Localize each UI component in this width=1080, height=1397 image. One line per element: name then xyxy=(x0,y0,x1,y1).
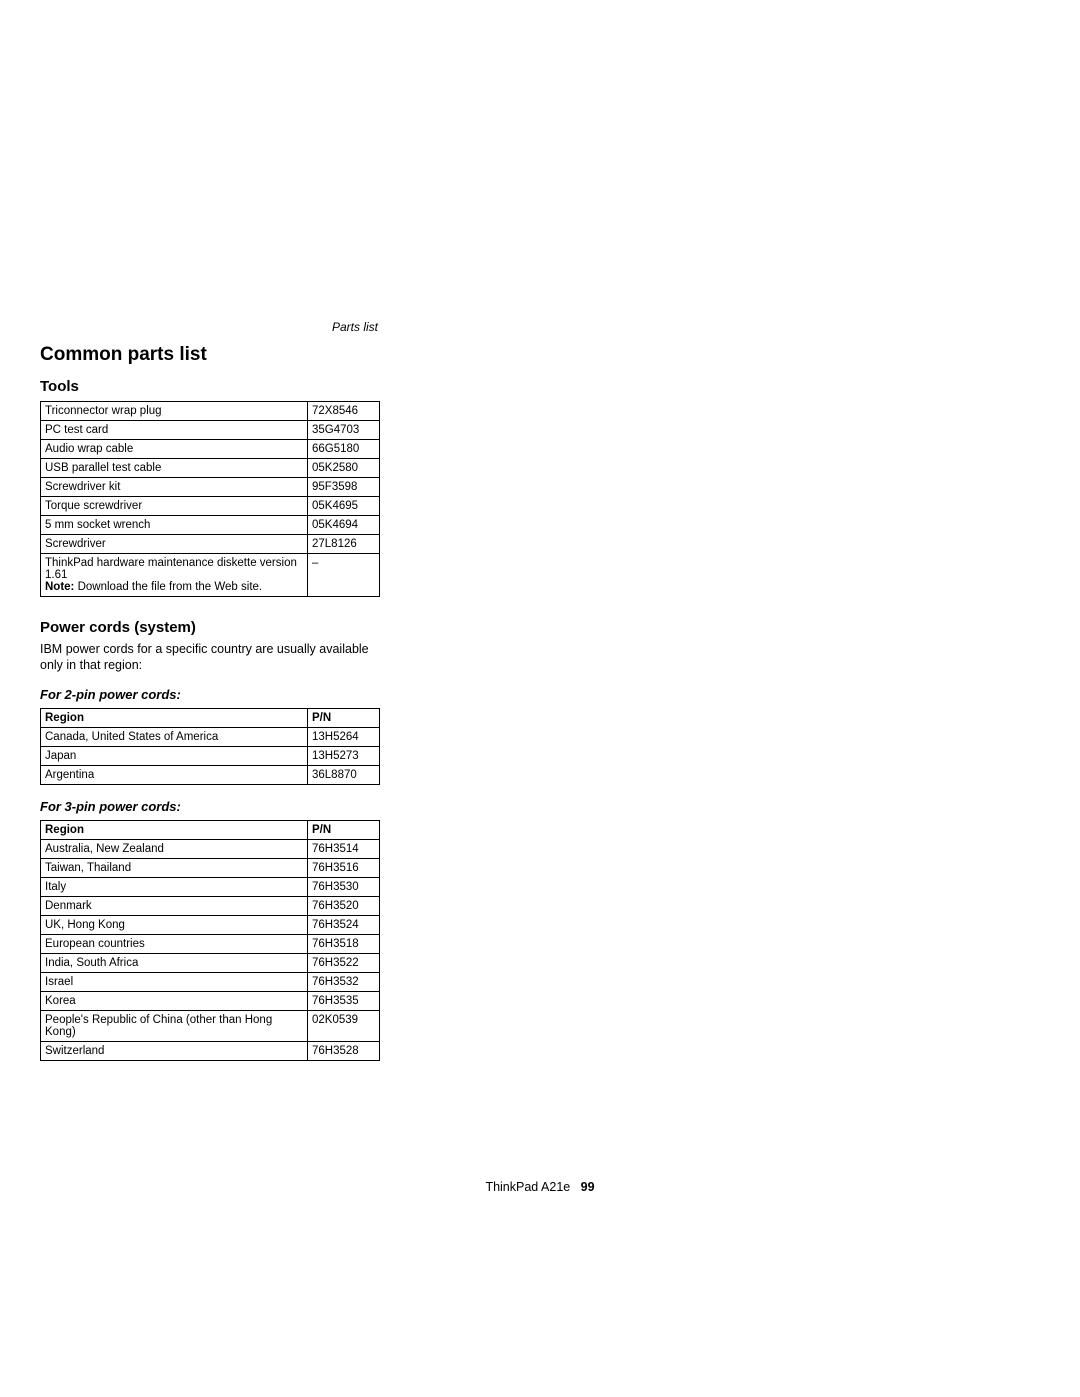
table-row: 5 mm socket wrench05K4694 xyxy=(41,516,380,535)
tool-name: PC test card xyxy=(41,421,308,440)
table-row: Argentina36L8870 xyxy=(41,766,380,785)
table-row: USB parallel test cable05K2580 xyxy=(41,459,380,478)
pn-cell: 13H5264 xyxy=(308,728,380,747)
pn-cell: 76H3530 xyxy=(308,878,380,897)
pn-cell: 76H3532 xyxy=(308,973,380,992)
pn-cell: 76H3522 xyxy=(308,954,380,973)
pn-cell: 76H3528 xyxy=(308,1042,380,1061)
region-cell: Switzerland xyxy=(41,1042,308,1061)
page-title: Common parts list xyxy=(40,344,380,366)
page-footer: ThinkPad A21e 99 xyxy=(0,1180,1080,1194)
tools-heading: Tools xyxy=(40,378,380,395)
col-pn: P/N xyxy=(308,709,380,728)
table-row: Switzerland76H3528 xyxy=(41,1042,380,1061)
region-cell: Denmark xyxy=(41,897,308,916)
table-row: Canada, United States of America13H5264 xyxy=(41,728,380,747)
region-cell: Italy xyxy=(41,878,308,897)
region-cell: Korea xyxy=(41,992,308,1011)
table-row: UK, Hong Kong76H3524 xyxy=(41,916,380,935)
table-row: Audio wrap cable66G5180 xyxy=(41,440,380,459)
table-row: Denmark76H3520 xyxy=(41,897,380,916)
tool-pn: 05K4694 xyxy=(308,516,380,535)
tool-name: Torque screwdriver xyxy=(41,497,308,516)
page-content: Parts list Common parts list Tools Trico… xyxy=(40,320,380,1061)
table-row: Israel76H3532 xyxy=(41,973,380,992)
table-row: Australia, New Zealand76H3514 xyxy=(41,840,380,859)
table-row: People's Republic of China (other than H… xyxy=(41,1011,380,1042)
two-pin-heading: For 2-pin power cords: xyxy=(40,687,380,702)
region-cell: European countries xyxy=(41,935,308,954)
col-region: Region xyxy=(41,821,308,840)
table-row: Taiwan, Thailand76H3516 xyxy=(41,859,380,878)
three-pin-table: Region P/N Australia, New Zealand76H3514… xyxy=(40,820,380,1061)
tool-pn: 35G4703 xyxy=(308,421,380,440)
pn-cell: 76H3514 xyxy=(308,840,380,859)
tool-pn: 05K2580 xyxy=(308,459,380,478)
two-pin-table: Region P/N Canada, United States of Amer… xyxy=(40,708,380,785)
region-cell: Israel xyxy=(41,973,308,992)
tool-name: USB parallel test cable xyxy=(41,459,308,478)
tool-name: 5 mm socket wrench xyxy=(41,516,308,535)
tool-pn: 95F3598 xyxy=(308,478,380,497)
power-cords-heading: Power cords (system) xyxy=(40,619,380,636)
region-cell: Taiwan, Thailand xyxy=(41,859,308,878)
pn-cell: 76H3535 xyxy=(308,992,380,1011)
pn-cell: 76H3524 xyxy=(308,916,380,935)
pn-cell: 76H3516 xyxy=(308,859,380,878)
tool-name: Audio wrap cable xyxy=(41,440,308,459)
table-row: India, South Africa76H3522 xyxy=(41,954,380,973)
region-cell: Japan xyxy=(41,747,308,766)
col-region: Region xyxy=(41,709,308,728)
region-cell: UK, Hong Kong xyxy=(41,916,308,935)
pn-cell: 76H3518 xyxy=(308,935,380,954)
table-row: Screwdriver27L8126 xyxy=(41,535,380,554)
tool-name: ThinkPad hardware maintenance diskette v… xyxy=(41,554,308,597)
pn-cell: 76H3520 xyxy=(308,897,380,916)
tools-table: Triconnector wrap plug72X8546PC test car… xyxy=(40,401,380,597)
pn-cell: 02K0539 xyxy=(308,1011,380,1042)
table-row: Screwdriver kit95F3598 xyxy=(41,478,380,497)
table-row: Korea76H3535 xyxy=(41,992,380,1011)
col-pn: P/N xyxy=(308,821,380,840)
region-cell: Canada, United States of America xyxy=(41,728,308,747)
tool-name: Screwdriver kit xyxy=(41,478,308,497)
footer-model: ThinkPad A21e xyxy=(485,1180,570,1194)
pn-cell: 36L8870 xyxy=(308,766,380,785)
table-row: Japan13H5273 xyxy=(41,747,380,766)
tool-pn: 27L8126 xyxy=(308,535,380,554)
table-row: PC test card35G4703 xyxy=(41,421,380,440)
region-cell: Australia, New Zealand xyxy=(41,840,308,859)
table-header-row: Region P/N xyxy=(41,709,380,728)
table-row: Italy76H3530 xyxy=(41,878,380,897)
footer-page-number: 99 xyxy=(581,1180,595,1194)
region-cell: India, South Africa xyxy=(41,954,308,973)
pn-cell: 13H5273 xyxy=(308,747,380,766)
running-head: Parts list xyxy=(40,320,380,334)
tool-pn: 66G5180 xyxy=(308,440,380,459)
tool-pn: 72X8546 xyxy=(308,402,380,421)
tool-pn: 05K4695 xyxy=(308,497,380,516)
tool-name: Triconnector wrap plug xyxy=(41,402,308,421)
tool-pn: – xyxy=(308,554,380,597)
table-row: ThinkPad hardware maintenance diskette v… xyxy=(41,554,380,597)
table-row: Torque screwdriver05K4695 xyxy=(41,497,380,516)
region-cell: Argentina xyxy=(41,766,308,785)
power-cords-intro: IBM power cords for a specific country a… xyxy=(40,642,380,673)
table-header-row: Region P/N xyxy=(41,821,380,840)
region-cell: People's Republic of China (other than H… xyxy=(41,1011,308,1042)
three-pin-heading: For 3-pin power cords: xyxy=(40,799,380,814)
tool-name: Screwdriver xyxy=(41,535,308,554)
table-row: European countries76H3518 xyxy=(41,935,380,954)
table-row: Triconnector wrap plug72X8546 xyxy=(41,402,380,421)
